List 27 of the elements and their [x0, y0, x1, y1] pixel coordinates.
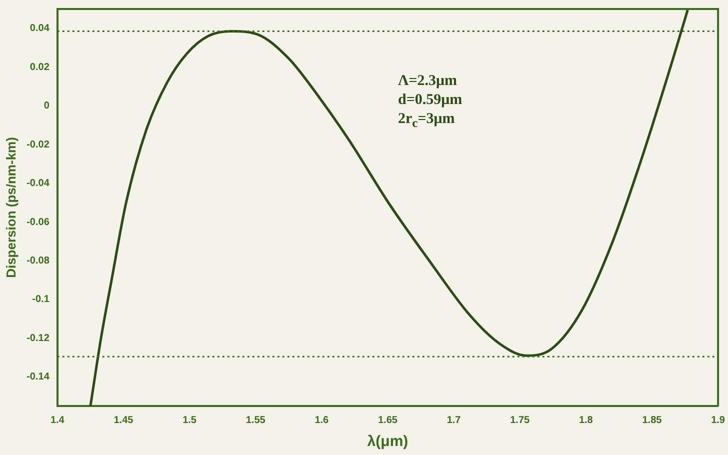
- x-tick-label: 1.85: [642, 414, 662, 426]
- annotation: 2r$_{c}$=3μm: [398, 110, 456, 132]
- x-tick-label: 1.4: [50, 414, 65, 426]
- x-tick-label: 1.6: [314, 414, 330, 426]
- y-tick-label: 0.04: [30, 23, 50, 34]
- y-tick-label: -0.08: [26, 256, 50, 267]
- line-series: [89, 9, 689, 406]
- x-tick-label: 1.8: [578, 414, 594, 426]
- x-tick-label: 1.45: [114, 414, 134, 426]
- x-tick-label: 1.65: [378, 414, 398, 426]
- y-tick-label: -0.1: [32, 294, 50, 306]
- y-tick-label: -0.04: [26, 178, 50, 190]
- y-tick-label: -0.02: [26, 139, 50, 150]
- annotation: d=0.59μm: [398, 91, 462, 110]
- y-tick-label: -0.06: [26, 216, 50, 228]
- x-axis-title: λ(μm): [367, 433, 408, 450]
- x-tick-label: 1.7: [446, 414, 462, 426]
- x-tick-label: 1.55: [246, 414, 266, 426]
- x-tick-label: 1.5: [182, 414, 197, 426]
- x-tick-label: 1.75: [510, 414, 530, 426]
- y-tick-label: 0.02: [30, 62, 50, 73]
- y-tick-label: 0: [44, 100, 50, 112]
- y-tick-label: -0.12: [26, 332, 50, 344]
- x-tick-label: 1.9: [711, 414, 726, 426]
- y-axis-title: Dispersion (ps/nm-km): [3, 137, 18, 278]
- y-tick-label: -0.14: [26, 372, 50, 383]
- annotation: Λ=2.3μm: [398, 72, 458, 91]
